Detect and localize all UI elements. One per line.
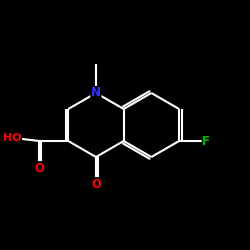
- Text: HO: HO: [3, 133, 22, 143]
- Text: N: N: [91, 86, 101, 100]
- Text: F: F: [202, 134, 210, 147]
- Text: O: O: [34, 162, 44, 175]
- Text: O: O: [91, 178, 101, 191]
